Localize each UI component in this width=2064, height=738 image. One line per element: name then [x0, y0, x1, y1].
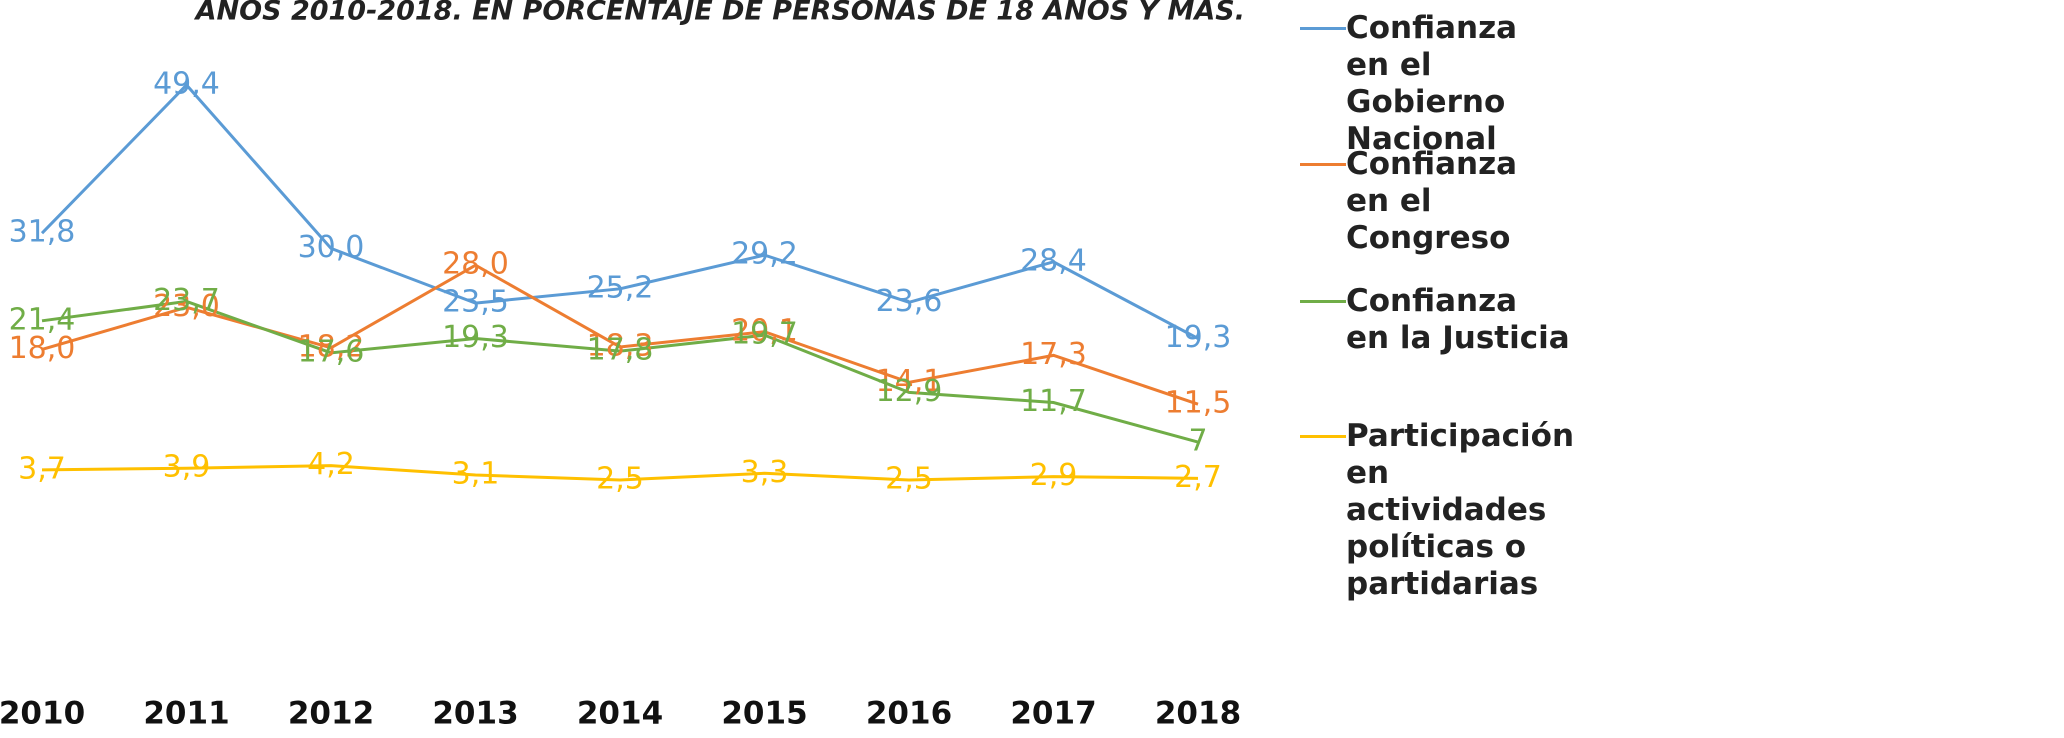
x-tick-label: 2016 [866, 696, 952, 732]
x-tick-label: 2015 [721, 696, 807, 732]
data-label: 28,4 [1020, 243, 1087, 278]
legend-label: Participación en actividades políticas o… [1346, 418, 1575, 602]
data-label: 49,4 [153, 67, 220, 102]
data-label: 19,3 [1165, 320, 1232, 355]
data-label: 19,3 [442, 320, 509, 355]
data-label: 25,2 [587, 270, 654, 305]
x-tick-label: 2017 [1010, 696, 1096, 732]
data-label: 14,1 [876, 364, 943, 399]
x-tick-label: 2010 [0, 696, 85, 732]
legend-item: Confianza en el Congreso [1300, 146, 1570, 257]
series-line [41, 464, 1199, 482]
legend-swatch [1300, 435, 1346, 438]
legend-label: Confianza en la Justicia [1346, 283, 1570, 356]
data-label: 2,9 [1030, 458, 1078, 493]
data-label: 11,7 [1020, 384, 1087, 419]
data-label: 17,8 [587, 333, 654, 368]
series-line [40, 82, 1199, 340]
series-line [41, 263, 1199, 406]
data-label: 12,9 [876, 374, 943, 409]
data-label: 18,3 [587, 328, 654, 363]
chart-subtitle: AÑOS 2010-2018. EN PORCENTAJE DE PERSONA… [194, 0, 1245, 27]
data-label: 23,6 [876, 284, 943, 319]
data-label: 2,7 [1174, 460, 1222, 495]
data-label: 3,9 [163, 450, 211, 485]
x-tick-label: 2013 [432, 696, 518, 732]
data-label: 23,7 [153, 283, 220, 318]
data-label: 23,5 [442, 285, 509, 320]
chart: AÑOS 2010-2018. EN PORCENTAJE DE PERSONA… [0, 0, 1245, 732]
data-label: 2,5 [885, 462, 933, 497]
legend-item: Confianza en la Justicia [1300, 283, 1570, 357]
legend-label: Confianza en el Gobierno Nacional [1346, 10, 1518, 157]
data-label: 2,5 [596, 462, 644, 497]
legend-item: Confianza en el Gobierno Nacional [1300, 10, 1570, 158]
data-label: 18,0 [9, 331, 76, 366]
legend-swatch [1300, 300, 1346, 303]
x-tick-label: 2018 [1155, 696, 1241, 732]
data-label: 31,8 [9, 215, 76, 250]
x-tick-label: 2012 [288, 696, 374, 732]
data-label: 20,1 [731, 313, 798, 348]
data-label: 30,0 [298, 230, 365, 265]
x-tick-label: 2011 [143, 696, 229, 732]
data-label: 17,6 [298, 334, 365, 369]
x-tick-label: 2014 [577, 696, 663, 732]
data-label: 23,0 [153, 289, 220, 324]
data-label: 19,7 [731, 317, 798, 352]
data-label: 3,1 [452, 456, 500, 491]
data-label: 7 [1188, 424, 1207, 459]
data-label: 28,0 [442, 247, 509, 282]
data-label: 17,3 [1020, 337, 1087, 372]
data-label: 21,4 [9, 302, 76, 337]
data-label: 18,2 [298, 329, 365, 364]
data-label: 3,7 [18, 451, 66, 486]
series-line [41, 299, 1199, 444]
legend-swatch [1300, 27, 1346, 30]
data-label: 4,2 [307, 447, 355, 482]
data-label: 29,2 [731, 237, 798, 272]
legend-label: Confianza en el Congreso [1346, 146, 1518, 256]
data-label: 3,3 [741, 455, 789, 490]
data-label: 11,5 [1165, 386, 1232, 421]
legend-swatch [1300, 163, 1346, 166]
legend-item: Participación en actividades políticas o… [1300, 418, 1574, 603]
